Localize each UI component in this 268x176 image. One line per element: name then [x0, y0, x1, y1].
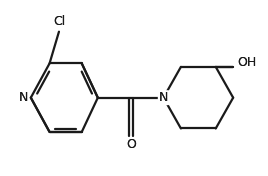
Text: OH: OH — [237, 56, 256, 69]
Text: O: O — [126, 138, 136, 151]
Text: N: N — [159, 91, 168, 104]
Text: Cl: Cl — [53, 15, 65, 28]
Text: Cl: Cl — [53, 15, 65, 28]
Text: N: N — [19, 91, 28, 104]
Text: N: N — [159, 91, 168, 104]
Text: O: O — [126, 138, 136, 151]
Text: N: N — [19, 91, 28, 104]
Text: OH: OH — [237, 56, 256, 69]
